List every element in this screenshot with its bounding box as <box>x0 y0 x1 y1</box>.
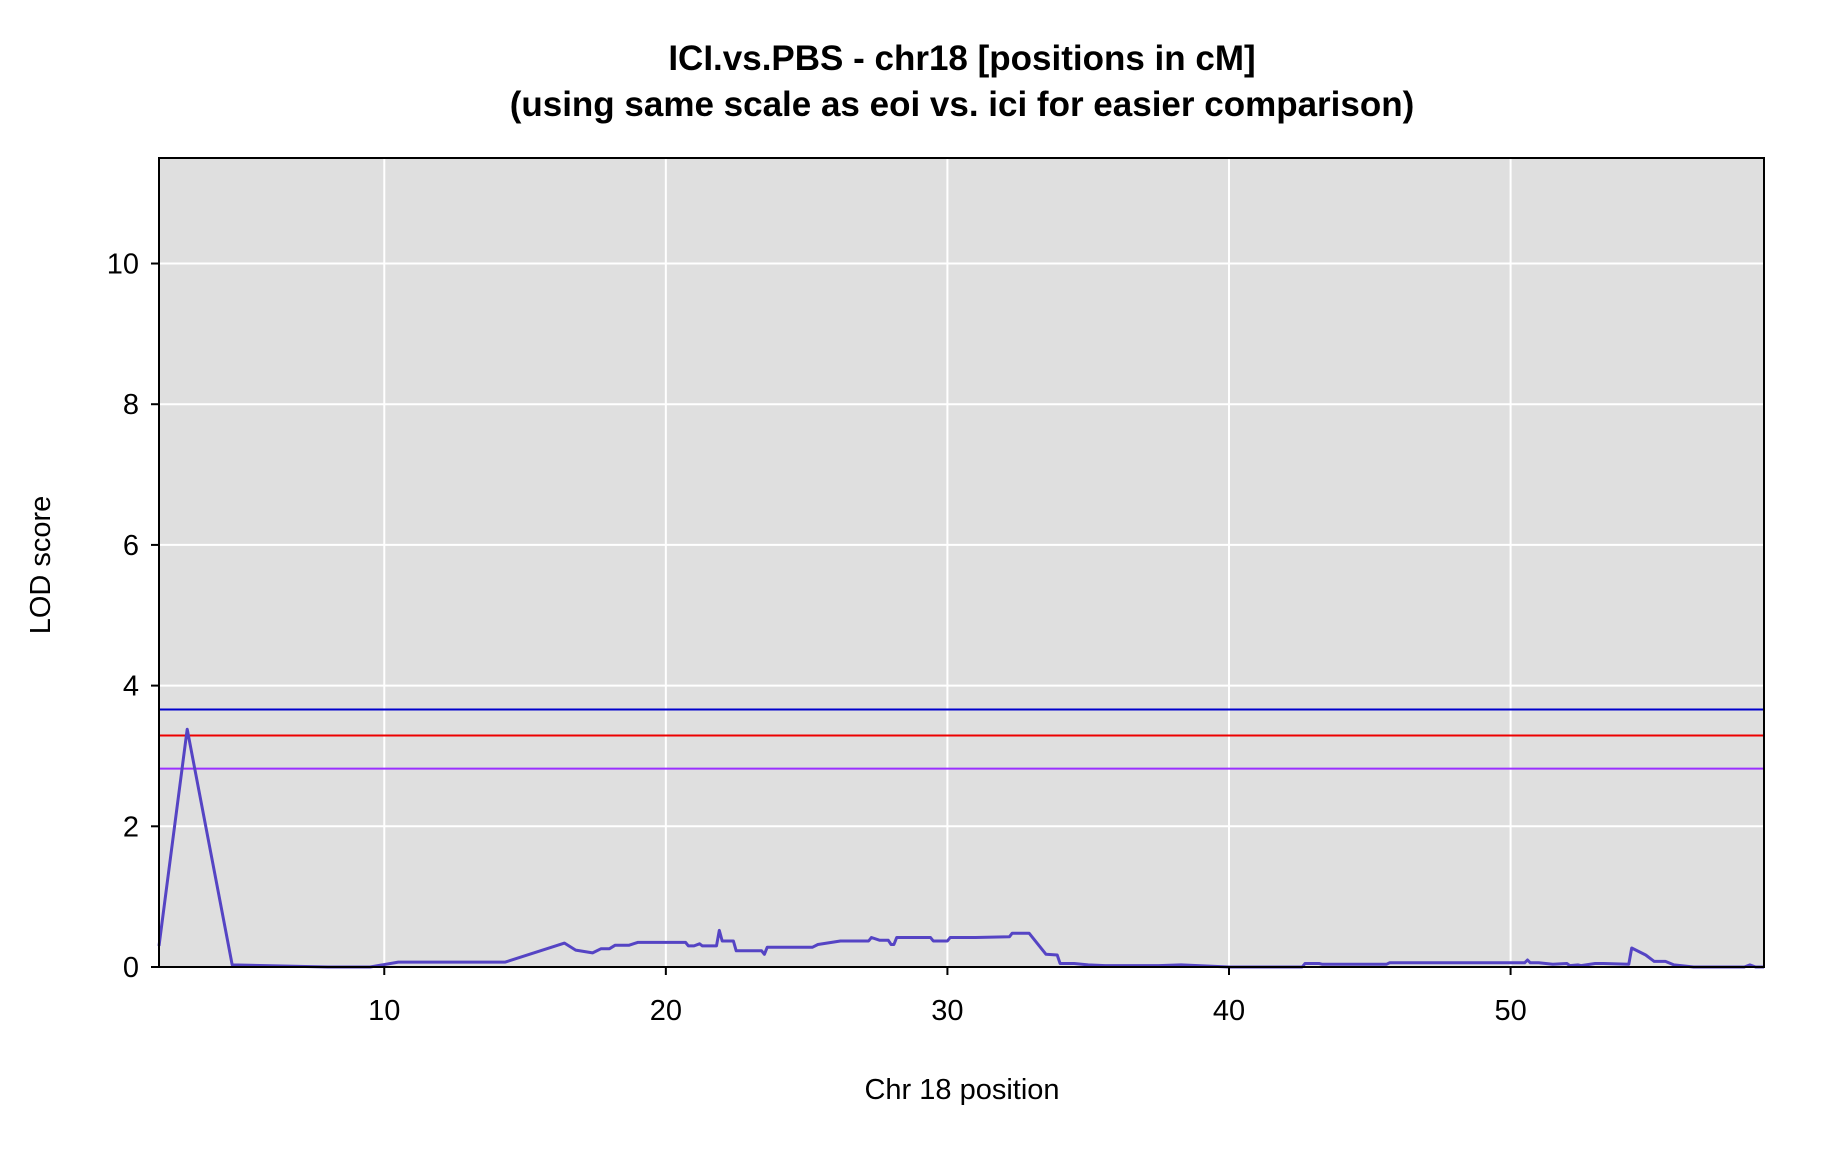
y-tick-label: 8 <box>123 389 139 421</box>
y-tick-label: 10 <box>107 249 139 281</box>
x-axis-ticks: 10 20 30 40 50 <box>368 967 1527 1027</box>
chart-subtitle: (using same scale as eoi vs. ici for eas… <box>510 85 1415 124</box>
y-tick-label: 0 <box>123 952 139 984</box>
plot-border <box>158 157 1765 968</box>
x-tick-label: 50 <box>1494 995 1526 1027</box>
x-tick-label: 20 <box>650 995 682 1027</box>
x-tick-label: 40 <box>1213 995 1245 1027</box>
y-tick-label: 2 <box>123 811 139 843</box>
chart-title: ICI.vs.PBS - chr18 [positions in cM] <box>668 39 1255 78</box>
y-axis-label: LOD score <box>25 496 57 635</box>
x-tick-label: 30 <box>931 995 963 1027</box>
x-axis-label: Chr 18 position <box>864 1074 1059 1106</box>
threshold-lines <box>159 708 1764 770</box>
y-tick-label: 6 <box>123 530 139 562</box>
series-layer <box>157 727 1764 969</box>
plot-background <box>159 158 1764 967</box>
series-line <box>157 727 1764 969</box>
x-tick-label: 10 <box>368 995 400 1027</box>
y-axis-ticks: 0 2 4 6 8 10 <box>107 249 159 984</box>
y-tick-label: 4 <box>123 671 139 703</box>
